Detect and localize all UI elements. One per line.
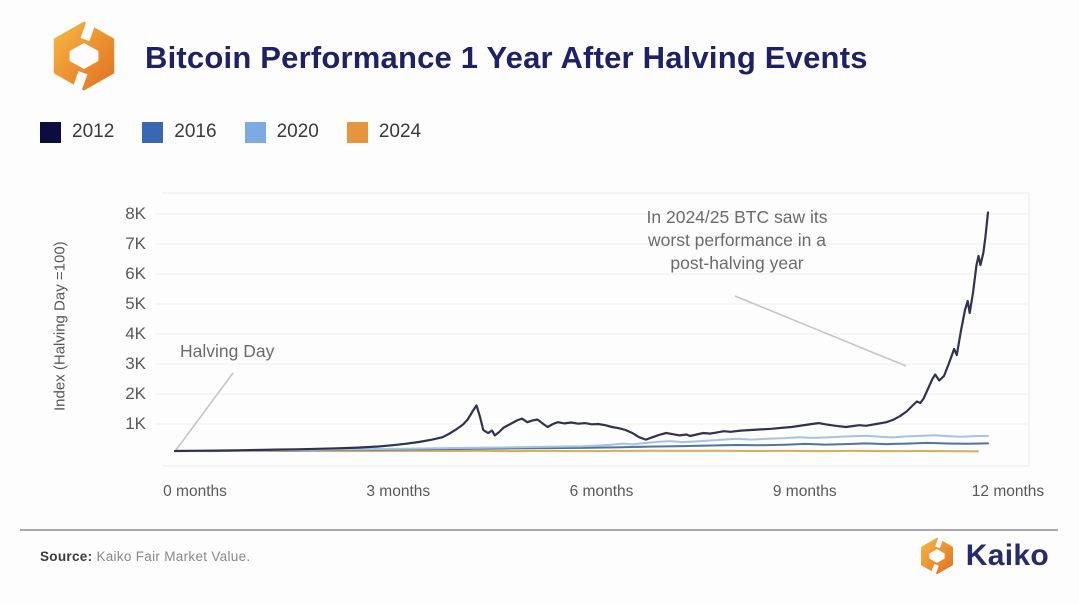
legend-label: 2016 bbox=[174, 121, 217, 142]
legend-label: 2012 bbox=[72, 121, 115, 142]
y-tick-label: 3K bbox=[125, 354, 146, 373]
legend-item-2020: 2020 bbox=[244, 121, 319, 143]
series-line-2024 bbox=[174, 449, 979, 453]
legend-swatch-2012 bbox=[40, 121, 61, 143]
y-tick-label: 4K bbox=[125, 324, 146, 343]
page-title: Bitcoin Performance 1 Year After Halving… bbox=[145, 40, 868, 75]
source-label: Source: bbox=[40, 549, 93, 564]
chart-legend: 2012 2016 2020 2024 bbox=[40, 121, 421, 143]
annotation-halving-day: Halving Day bbox=[180, 341, 275, 361]
y-tick-label: 1K bbox=[125, 414, 146, 433]
legend-label: 2020 bbox=[276, 121, 319, 142]
kaiko-logo-icon bbox=[53, 20, 115, 92]
callout-line-2024-note bbox=[734, 295, 907, 367]
y-tick-label: 5K bbox=[125, 294, 146, 313]
legend-item-2012: 2012 bbox=[40, 121, 114, 143]
footer-brand: Kaiko bbox=[917, 537, 1049, 575]
x-tick-label: 12 months bbox=[971, 483, 1045, 500]
legend-swatch-2024 bbox=[346, 121, 368, 143]
series-line-2016 bbox=[174, 441, 989, 452]
legend-label: 2024 bbox=[378, 121, 422, 142]
x-tick-label: 0 months bbox=[163, 483, 227, 500]
source-text: Kaiko Fair Market Value. bbox=[96, 549, 251, 564]
legend-item-2024: 2024 bbox=[346, 121, 422, 143]
series-line-2012 bbox=[173, 211, 990, 453]
brand-wordmark: Kaiko bbox=[965, 539, 1049, 572]
footer-divider bbox=[20, 529, 1058, 531]
x-tick-label: 6 months bbox=[569, 483, 634, 500]
annotation-2024-performance: In 2024/25 BTC saw its worst performance… bbox=[646, 207, 828, 273]
legend-swatch-2020 bbox=[244, 121, 266, 143]
y-tick-label: 7K bbox=[125, 234, 146, 253]
series-line-2020 bbox=[174, 434, 989, 452]
x-tick-label: 9 months bbox=[772, 483, 837, 500]
y-axis-title: Index (Halving Day =100) bbox=[51, 241, 69, 411]
callout-line-halving-day bbox=[175, 372, 234, 451]
y-tick-label: 8K bbox=[125, 204, 146, 223]
legend-swatch-2016 bbox=[142, 121, 164, 143]
source-note: Source: Kaiko Fair Market Value. bbox=[40, 549, 250, 564]
y-tick-label: 2K bbox=[125, 384, 146, 403]
legend-item-2016: 2016 bbox=[142, 121, 217, 143]
y-tick-label: 6K bbox=[125, 264, 146, 283]
kaiko-logo-icon-small bbox=[920, 537, 953, 575]
x-tick-label: 3 months bbox=[366, 483, 431, 500]
